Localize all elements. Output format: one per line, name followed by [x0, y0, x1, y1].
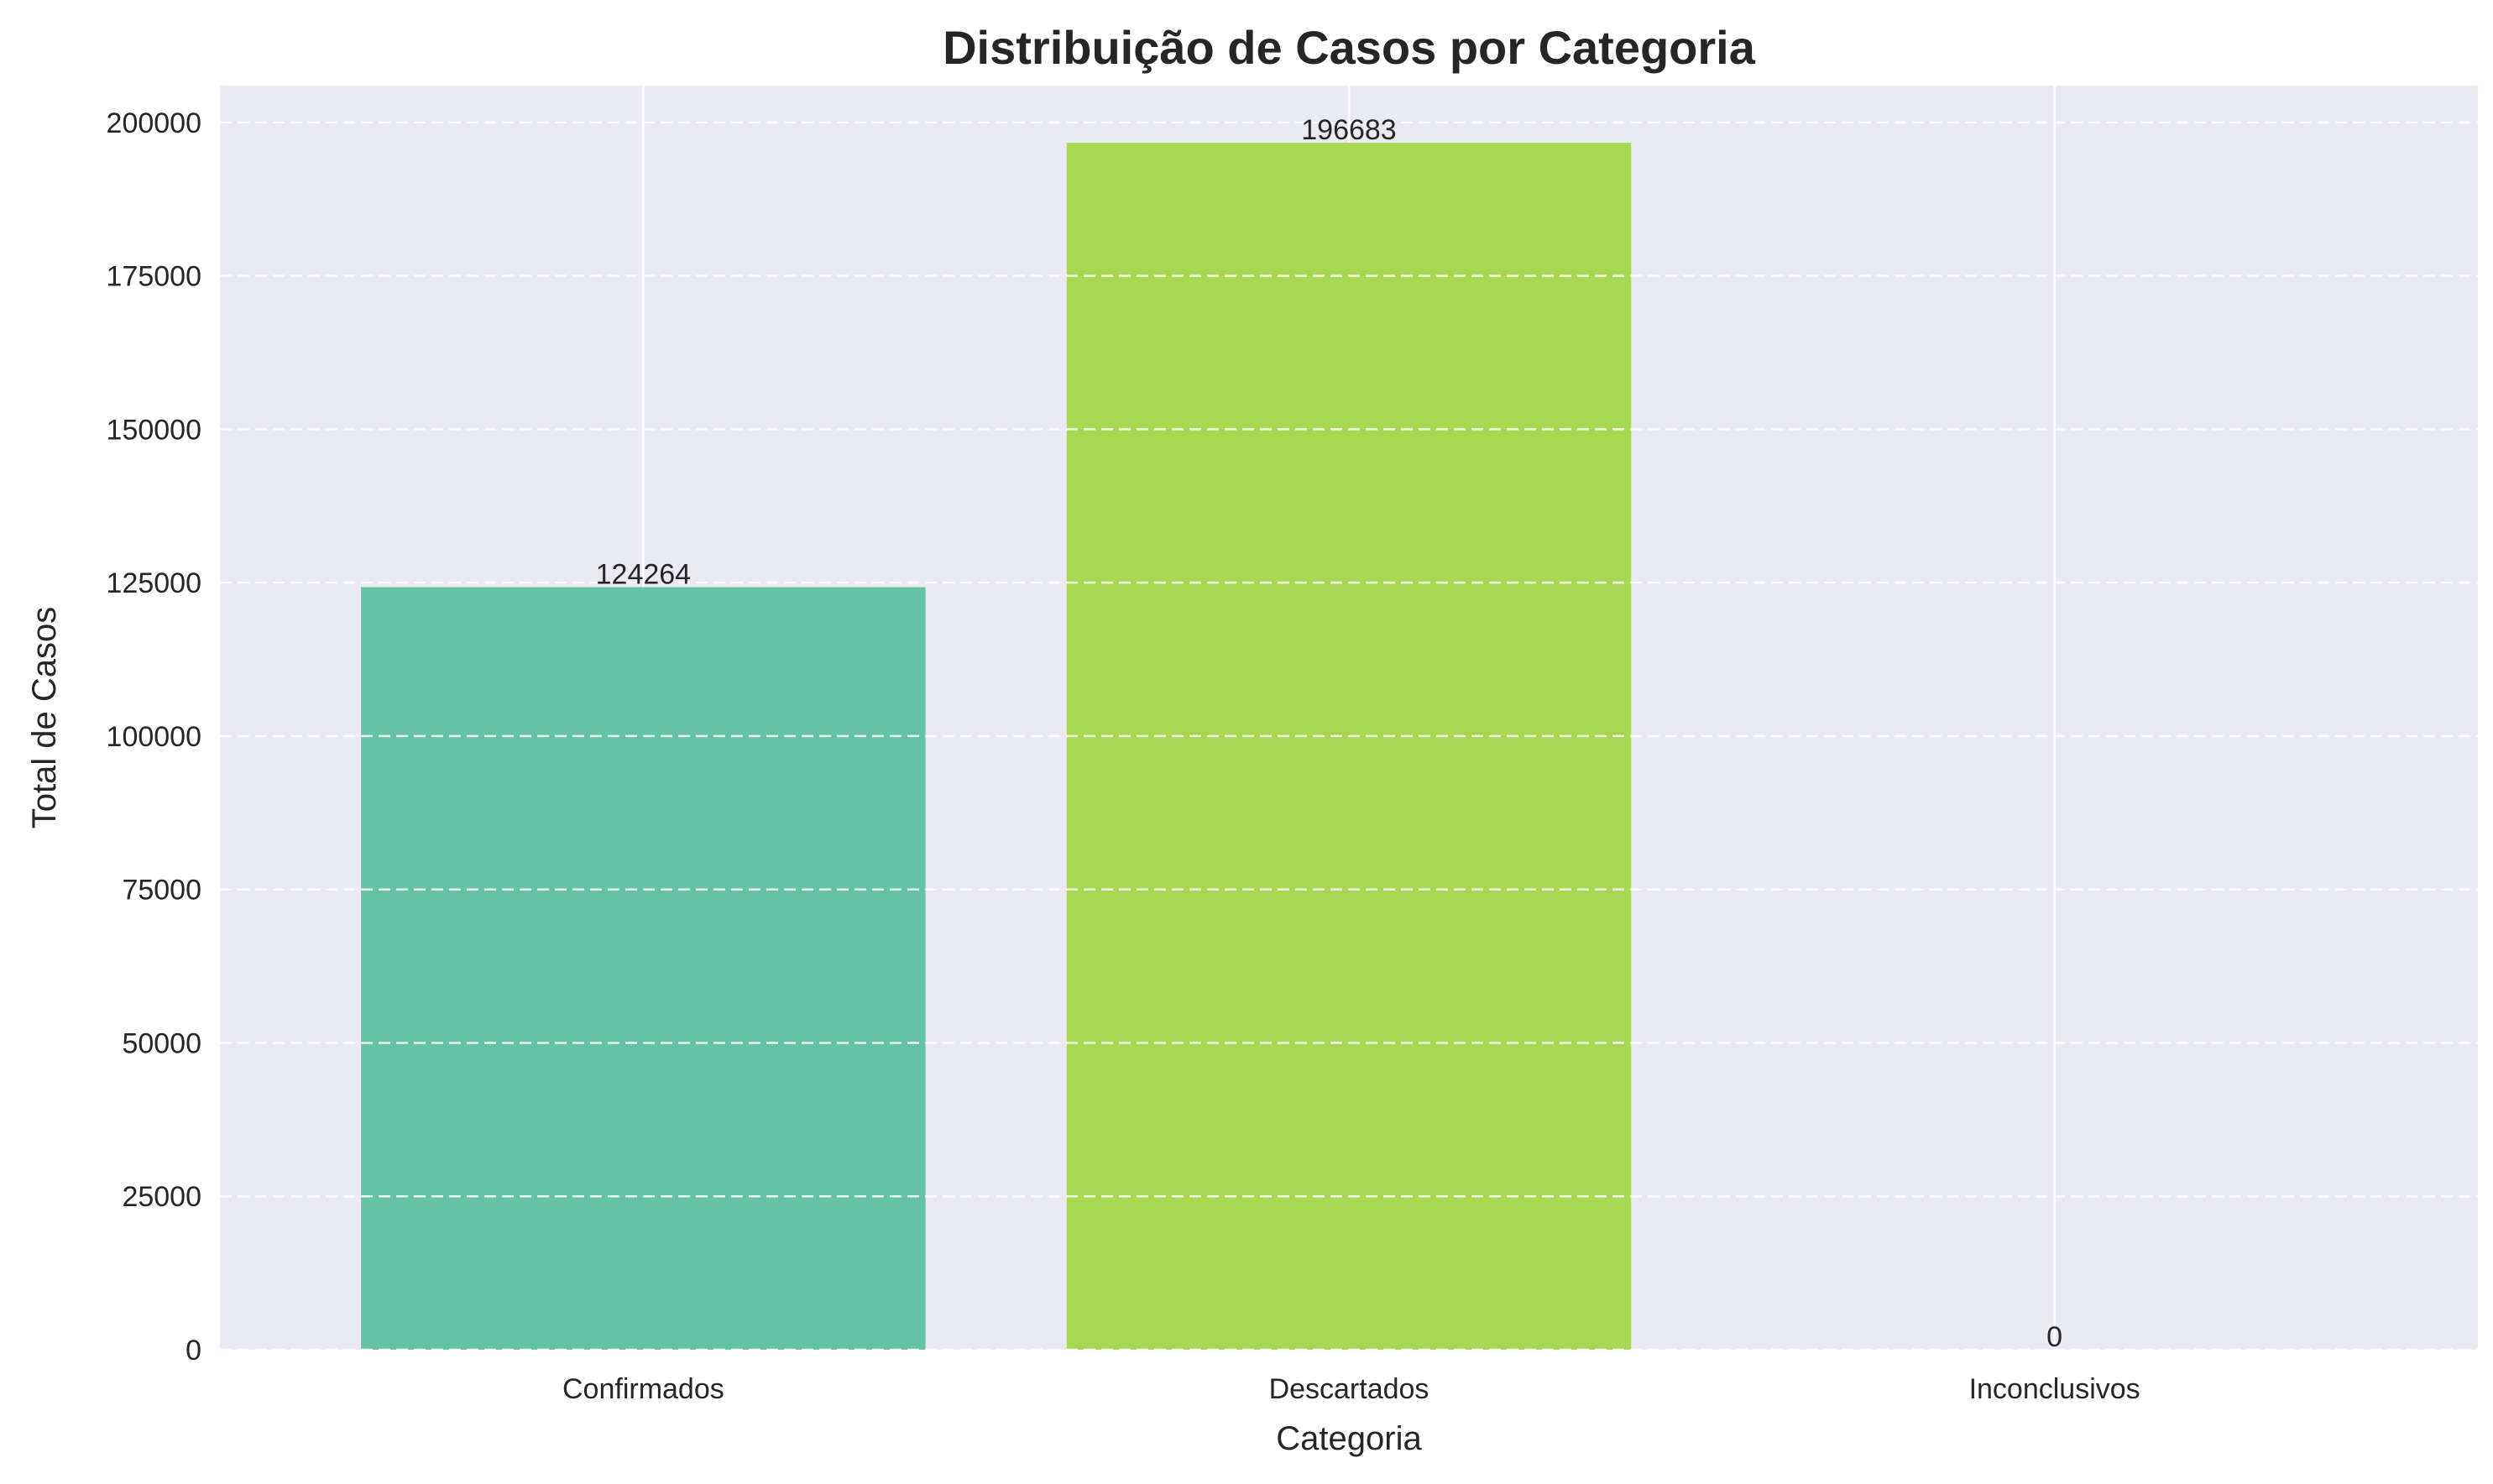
chart-title: Distribuição de Casos por Categoria: [943, 21, 1756, 74]
bars: [361, 143, 1632, 1350]
y-tick-label: 50000: [122, 1027, 201, 1059]
data-label-descartados: 196683: [1301, 114, 1396, 146]
y-tick-label: 125000: [107, 567, 201, 599]
y-tick-label: 75000: [122, 875, 201, 907]
x-tick-labels: Confirmados Descartados Inconclusivos: [562, 1373, 2140, 1405]
x-tick-label: Descartados: [1269, 1373, 1429, 1405]
x-axis-label: Categoria: [1276, 1420, 1422, 1457]
data-label-inconclusivos: 0: [2046, 1321, 2062, 1353]
x-tick-label: Inconclusivos: [1969, 1373, 2140, 1405]
bar-descartados: [1066, 143, 1632, 1350]
data-label-confirmados: 124264: [596, 559, 691, 591]
y-tick-label: 200000: [107, 107, 201, 139]
y-tick-labels: 0 25000 50000 75000 100000 125000 150000 175000…: [107, 107, 201, 1366]
y-tick-label: 25000: [122, 1181, 201, 1213]
x-tick-label: Confirmados: [562, 1373, 724, 1405]
y-tick-label: 0: [186, 1335, 201, 1366]
y-tick-label: 100000: [107, 721, 201, 753]
data-labels: 124264 196683 0: [596, 114, 2062, 1353]
y-tick-label: 175000: [107, 261, 201, 293]
y-axis-label: Total de Casos: [26, 607, 63, 829]
bar-confirmados: [361, 587, 926, 1350]
y-tick-label: 150000: [107, 414, 201, 446]
